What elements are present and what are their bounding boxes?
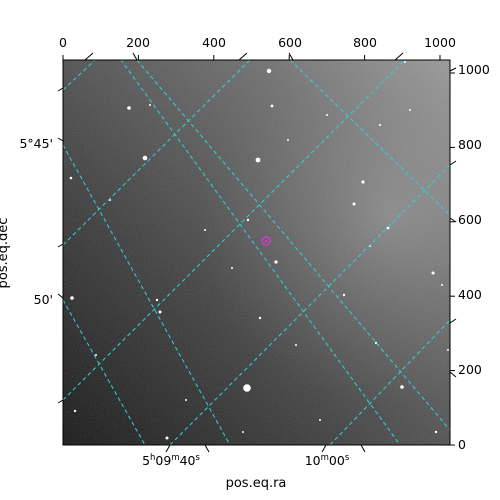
top-tick-label: 800 xyxy=(353,35,377,50)
star xyxy=(149,104,151,106)
right-tick-label: 600 xyxy=(458,212,482,227)
grid-line xyxy=(63,60,406,401)
star xyxy=(342,293,346,297)
top-tick-label: 600 xyxy=(278,35,302,50)
top-tick-label: 200 xyxy=(126,35,150,50)
coordinate-grid xyxy=(63,60,450,445)
grid-line xyxy=(120,60,401,445)
star xyxy=(231,267,233,269)
star xyxy=(441,284,443,286)
star xyxy=(155,298,159,302)
grid-line xyxy=(289,60,450,216)
star xyxy=(69,176,73,180)
star xyxy=(431,271,435,275)
target-marker xyxy=(261,236,271,246)
target-marker-center xyxy=(264,239,268,243)
right-tick-label: 200 xyxy=(458,362,482,377)
star xyxy=(255,157,261,163)
star xyxy=(142,155,148,161)
star xyxy=(204,229,206,231)
right-tick-label: 1000 xyxy=(458,62,490,77)
ra-tick-label: 5h09m40s xyxy=(142,453,200,468)
dec-tick-label: 50' xyxy=(34,292,53,307)
grid-line xyxy=(169,164,450,445)
right-pixel-axis xyxy=(450,72,455,446)
star xyxy=(287,139,289,141)
star xyxy=(326,114,328,116)
sky-image xyxy=(63,60,450,445)
star xyxy=(404,61,406,63)
star xyxy=(258,316,262,320)
right-tick-label: 800 xyxy=(458,137,482,152)
star xyxy=(386,226,390,230)
right-tick-labels: 0 200 400 600 800 1000 xyxy=(458,62,490,452)
top-pixel-axis xyxy=(62,55,441,60)
grid-line xyxy=(63,60,251,246)
star xyxy=(409,109,411,111)
star xyxy=(295,344,297,346)
y-axis-label: pos.eq.dec xyxy=(0,218,11,289)
star xyxy=(434,430,438,434)
star xyxy=(246,218,250,222)
star xyxy=(447,349,449,351)
star xyxy=(352,202,356,206)
grid-line xyxy=(63,60,96,91)
star xyxy=(274,260,278,264)
x-axis-label: pos.eq.ra xyxy=(226,476,287,491)
star xyxy=(400,385,404,389)
star xyxy=(242,431,244,433)
grid-line xyxy=(136,60,450,431)
top-tick-labels: 0 200 400 600 800 1000 xyxy=(59,35,456,50)
grid-line xyxy=(63,144,231,445)
world-ticks xyxy=(57,52,457,453)
plot-frame xyxy=(62,59,451,446)
star xyxy=(127,106,131,110)
star xyxy=(319,419,321,421)
top-tick-label: 400 xyxy=(202,35,226,50)
top-tick-label: 1000 xyxy=(424,35,456,50)
dec-tick-labels: 5°45' 50' xyxy=(19,136,53,307)
dec-tick-label: 5°45' xyxy=(19,136,53,151)
star xyxy=(95,354,97,356)
star xyxy=(70,296,74,300)
grid-line xyxy=(329,319,450,445)
star xyxy=(185,399,187,401)
star xyxy=(73,409,77,413)
star xyxy=(379,124,381,126)
star xyxy=(266,68,272,74)
star-field xyxy=(69,61,449,440)
top-tick-label: 0 xyxy=(59,35,67,50)
star xyxy=(165,436,169,440)
star xyxy=(243,384,251,392)
star xyxy=(158,310,162,314)
right-tick-label: 400 xyxy=(458,287,482,302)
star xyxy=(361,180,365,184)
ra-tick-labels: 5h09m40s 10m00s xyxy=(142,453,350,468)
right-tick-label: 0 xyxy=(458,437,466,452)
star xyxy=(270,104,274,108)
ra-tick-label: 10m00s xyxy=(305,453,350,468)
